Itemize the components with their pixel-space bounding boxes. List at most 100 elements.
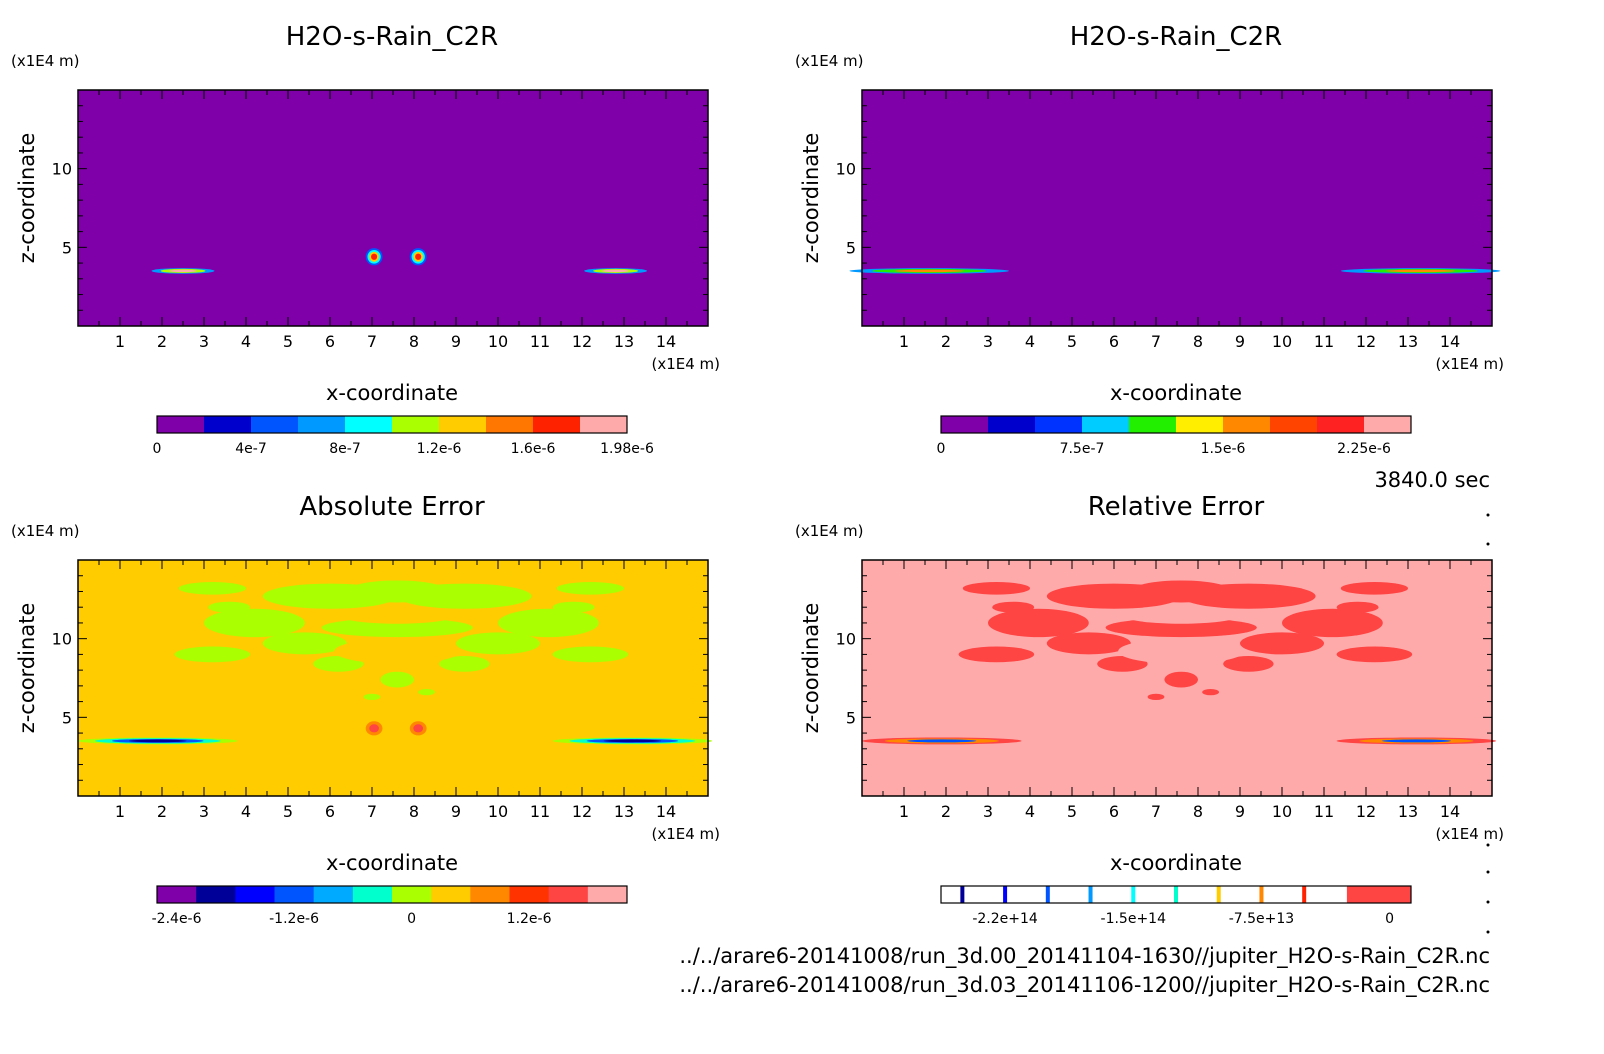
contour-feature bbox=[894, 269, 964, 273]
margin-dot bbox=[1486, 930, 1490, 934]
x-tick-label: 14 bbox=[1440, 802, 1460, 821]
colorbar-line bbox=[1045, 886, 1050, 903]
y-tick-label: 5 bbox=[846, 708, 856, 727]
x-tick-label: 14 bbox=[1440, 332, 1460, 351]
colorbar-segment bbox=[587, 886, 628, 903]
error-patch bbox=[1097, 655, 1148, 672]
margin-dot bbox=[1486, 843, 1490, 847]
x-tick-label: 6 bbox=[1109, 802, 1119, 821]
error-patch bbox=[552, 601, 595, 613]
colorbar-segment bbox=[941, 416, 989, 433]
colorbar-label: -2.4e-6 bbox=[152, 911, 202, 927]
x-tick-label: 10 bbox=[488, 802, 508, 821]
colorbar-segment bbox=[157, 416, 205, 433]
colorbar-frame bbox=[940, 415, 1412, 434]
colorbar-segment bbox=[1270, 416, 1318, 433]
error-patch bbox=[380, 671, 415, 688]
error-patch bbox=[992, 601, 1035, 613]
colorbar-segment bbox=[509, 886, 550, 903]
contour-feature bbox=[1381, 739, 1451, 743]
x-tick-label: 1 bbox=[899, 332, 909, 351]
y-unit-label: (x1E4 m) bbox=[795, 522, 864, 540]
error-patch bbox=[208, 601, 251, 613]
colorbar-label: 1.98e-6 bbox=[600, 441, 654, 457]
panel-4: Relative Error(x1E4 m)(x1E4 m)1 2 3 4 5 6 7 8 9 1… bbox=[795, 492, 1504, 927]
x-tick-label: 9 bbox=[1235, 332, 1245, 351]
x-tick-label: 6 bbox=[325, 332, 335, 351]
colorbar-label: 1.6e-6 bbox=[511, 441, 556, 457]
colorbar-frame bbox=[940, 885, 1412, 904]
colorbar-frame bbox=[156, 885, 628, 904]
error-patch-gap bbox=[1126, 609, 1236, 624]
error-patch bbox=[321, 618, 473, 638]
colorbar-line bbox=[1216, 886, 1221, 903]
colorbar-segment bbox=[352, 886, 393, 903]
x-tick-label: 7 bbox=[1151, 332, 1161, 351]
error-patch bbox=[418, 689, 435, 696]
error-patch bbox=[204, 608, 305, 638]
colorbar-line bbox=[1088, 886, 1093, 903]
colorbar-segment bbox=[988, 416, 1036, 433]
contour-feature bbox=[1386, 269, 1456, 273]
panel-2: H2O-s-Rain_C2R(x1E4 m)(x1E4 m)1 2 3 4 5 6 7 8 9 1… bbox=[795, 22, 1504, 457]
colorbar-segment bbox=[157, 886, 197, 903]
x-axis-label: x-coordinate bbox=[326, 851, 458, 875]
colorbar-label: 1.2e-6 bbox=[507, 911, 552, 927]
x-tick-label: 14 bbox=[656, 802, 676, 821]
colorbar-label: 7.5e-7 bbox=[1060, 441, 1105, 457]
x-tick-label: 3 bbox=[199, 802, 209, 821]
panel-title: H2O-s-Rain_C2R bbox=[286, 22, 498, 52]
x-unit-label: (x1E4 m) bbox=[1435, 825, 1504, 843]
y-tick-label: 10 bbox=[836, 630, 856, 649]
panel-1: H2O-s-Rain_C2R(x1E4 m)(x1E4 m)1 2 3 4 5 6 7 8 9 1… bbox=[11, 22, 720, 457]
error-patch bbox=[1282, 608, 1383, 638]
y-axis-label: z-coordinate bbox=[15, 603, 39, 734]
x-tick-label: 4 bbox=[1025, 332, 1035, 351]
x-tick-label: 5 bbox=[1067, 802, 1077, 821]
error-patch bbox=[262, 632, 347, 655]
colorbar-segment bbox=[1176, 416, 1224, 433]
x-tick-label: 10 bbox=[1272, 332, 1292, 351]
colorbar-label: 1.5e-6 bbox=[1201, 441, 1246, 457]
contour-feature bbox=[371, 253, 378, 260]
x-unit-label: (x1E4 m) bbox=[1435, 355, 1504, 373]
x-tick-label: 13 bbox=[1398, 332, 1418, 351]
colorbar-label: 0 bbox=[937, 441, 946, 457]
y-unit-label: (x1E4 m) bbox=[11, 52, 80, 70]
y-tick-label: 10 bbox=[836, 160, 856, 179]
error-patch bbox=[313, 655, 364, 672]
x-tick-label: 2 bbox=[941, 332, 951, 351]
field-background bbox=[862, 90, 1492, 326]
x-tick-label: 11 bbox=[530, 332, 550, 351]
error-patch bbox=[1240, 632, 1324, 655]
y-unit-label: (x1E4 m) bbox=[11, 522, 80, 540]
x-axis-label: x-coordinate bbox=[1110, 851, 1242, 875]
error-patch bbox=[1164, 671, 1198, 688]
colorbar-segment bbox=[431, 886, 471, 903]
x-tick-label: 2 bbox=[157, 332, 167, 351]
margin-dot bbox=[1486, 513, 1490, 517]
colorbar: -2.2e+14 -1.5e+14 -7.5e+13 0 bbox=[940, 885, 1412, 927]
y-tick-label: 10 bbox=[52, 160, 72, 179]
colorbar: -2.4e-6 -1.2e-6 0 1.2e-6 bbox=[152, 885, 628, 927]
x-tick-label: 1 bbox=[115, 802, 125, 821]
x-tick-label: 10 bbox=[488, 332, 508, 351]
x-tick-label: 7 bbox=[367, 332, 377, 351]
colorbar-label: 0 bbox=[153, 441, 162, 457]
y-unit-label: (x1E4 m) bbox=[795, 52, 864, 70]
y-tick-label: 10 bbox=[52, 630, 72, 649]
x-tick-label: 9 bbox=[1235, 802, 1245, 821]
colorbar-line bbox=[1302, 886, 1307, 903]
x-unit-label: (x1E4 m) bbox=[651, 825, 720, 843]
x-tick-label: 7 bbox=[1151, 802, 1161, 821]
x-tick-label: 12 bbox=[572, 332, 592, 351]
contour-feature bbox=[415, 253, 422, 260]
x-tick-label: 6 bbox=[325, 802, 335, 821]
x-tick-label: 14 bbox=[656, 332, 676, 351]
colorbar-segment bbox=[235, 886, 275, 903]
colorbar-label: -1.5e+14 bbox=[1101, 911, 1167, 927]
x-unit-label: (x1E4 m) bbox=[651, 355, 720, 373]
colorbar-segment bbox=[1317, 416, 1365, 433]
colorbar-segment bbox=[1082, 416, 1130, 433]
colorbar-segment bbox=[1364, 416, 1412, 433]
